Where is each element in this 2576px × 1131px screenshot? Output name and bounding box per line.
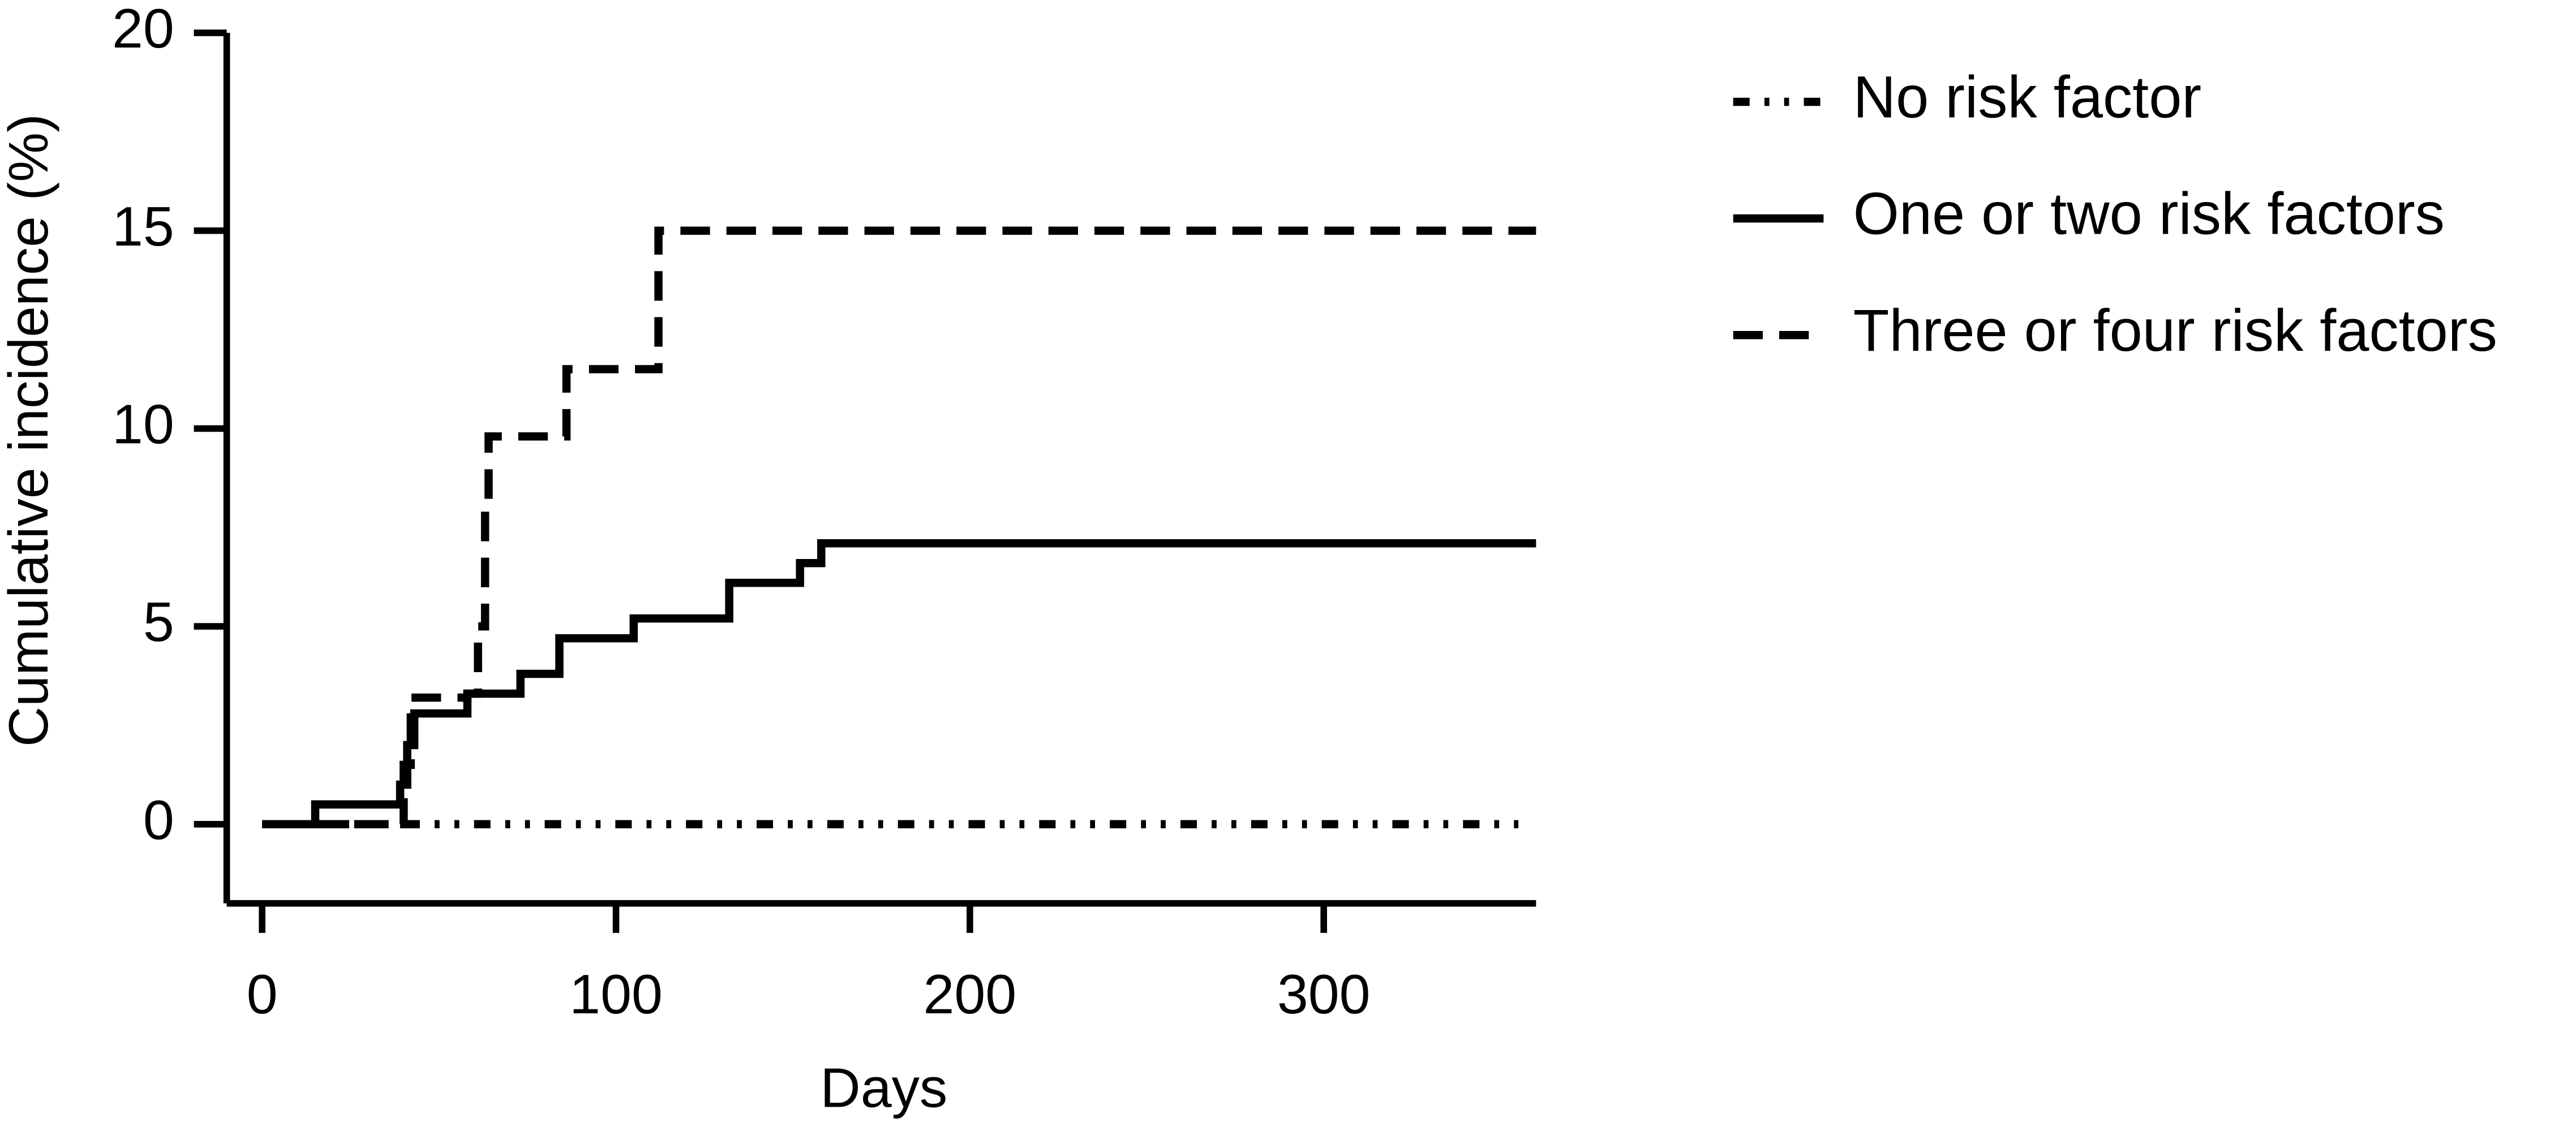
series-line — [262, 226, 1536, 829]
y-tick-label: 20 — [112, 0, 174, 59]
series-line — [262, 539, 1536, 829]
y-axis-label: Cumulative incidence (%) — [0, 114, 59, 747]
y-tick-label: 0 — [143, 789, 174, 851]
y-tick-label: 10 — [112, 393, 174, 455]
x-axis-label: Days — [820, 1057, 947, 1119]
x-tick-label: 0 — [247, 963, 278, 1025]
legend-label: Three or four risk factors — [1853, 298, 2497, 364]
x-tick-label: 300 — [1277, 963, 1371, 1025]
y-tick-label: 5 — [143, 591, 174, 653]
legend-label: No risk factor — [1853, 64, 2202, 131]
legend-label: One or two risk factors — [1853, 181, 2445, 247]
x-tick-label: 100 — [569, 963, 663, 1025]
x-tick-label: 200 — [924, 963, 1017, 1025]
y-tick-label: 15 — [112, 195, 174, 257]
